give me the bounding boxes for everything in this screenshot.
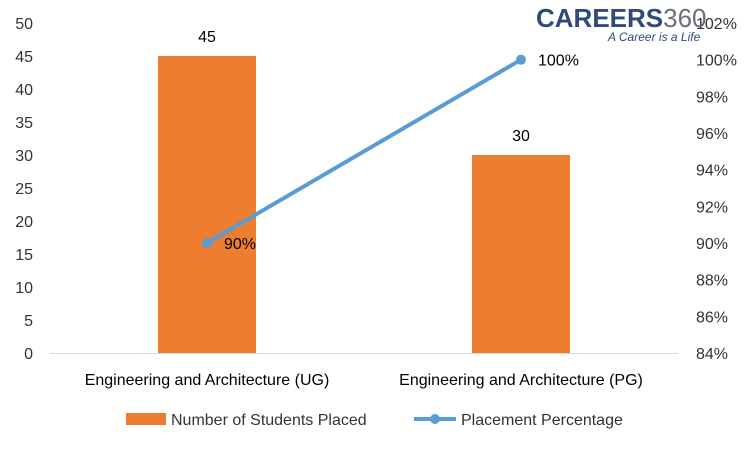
y-left-tick-label: 25 bbox=[15, 181, 33, 198]
y-left-tick-label: 20 bbox=[15, 214, 33, 231]
y-left-tick-label: 15 bbox=[15, 247, 33, 264]
y-left-tick-label: 10 bbox=[15, 280, 33, 297]
y-left-tick-label: 0 bbox=[24, 346, 33, 363]
y-right-tick-label: 98% bbox=[696, 89, 728, 106]
logo-number: 360 bbox=[663, 3, 707, 33]
y-right-tick-label: 100% bbox=[696, 53, 737, 70]
legend-line-marker bbox=[430, 414, 440, 424]
bar bbox=[158, 56, 256, 353]
line-point bbox=[202, 238, 212, 248]
y-right-tick-label: 90% bbox=[696, 236, 728, 253]
y-right-tick-label: 96% bbox=[696, 126, 728, 143]
line-data-label: 100% bbox=[538, 53, 579, 70]
y-left-tick-label: 30 bbox=[15, 148, 33, 165]
x-category-label: Engineering and Architecture (PG) bbox=[399, 372, 643, 389]
y-right-tick-label: 102% bbox=[696, 16, 737, 33]
x-category-label: Engineering and Architecture (UG) bbox=[85, 372, 330, 389]
legend-bar-label: Number of Students Placed bbox=[171, 412, 367, 429]
y-right-tick-label: 86% bbox=[696, 309, 728, 326]
y-right-tick-label: 88% bbox=[696, 273, 728, 290]
legend-line-label: Placement Percentage bbox=[461, 412, 623, 429]
y-right-tick-label: 92% bbox=[696, 199, 728, 216]
bar-data-label: 45 bbox=[198, 29, 216, 46]
y-left-tick-label: 5 bbox=[24, 313, 33, 330]
careers360-logo: CAREERS360 bbox=[536, 3, 707, 34]
y-left-tick-label: 40 bbox=[15, 82, 33, 99]
y-left-tick-label: 45 bbox=[15, 49, 33, 66]
y-right-tick-label: 94% bbox=[696, 163, 728, 180]
y-right-tick-label: 84% bbox=[696, 346, 728, 363]
legend-bar-swatch bbox=[126, 413, 166, 425]
line-series bbox=[205, 57, 523, 245]
bar bbox=[472, 155, 570, 353]
line-point bbox=[516, 54, 526, 65]
line-data-label: 90% bbox=[224, 236, 256, 253]
logo-tagline: A Career is a Life bbox=[608, 30, 701, 44]
bar-data-label: 30 bbox=[512, 128, 530, 145]
y-left-tick-label: 50 bbox=[15, 16, 33, 33]
y-left-tick-label: 35 bbox=[15, 115, 33, 132]
logo-name: CAREERS bbox=[536, 3, 664, 33]
